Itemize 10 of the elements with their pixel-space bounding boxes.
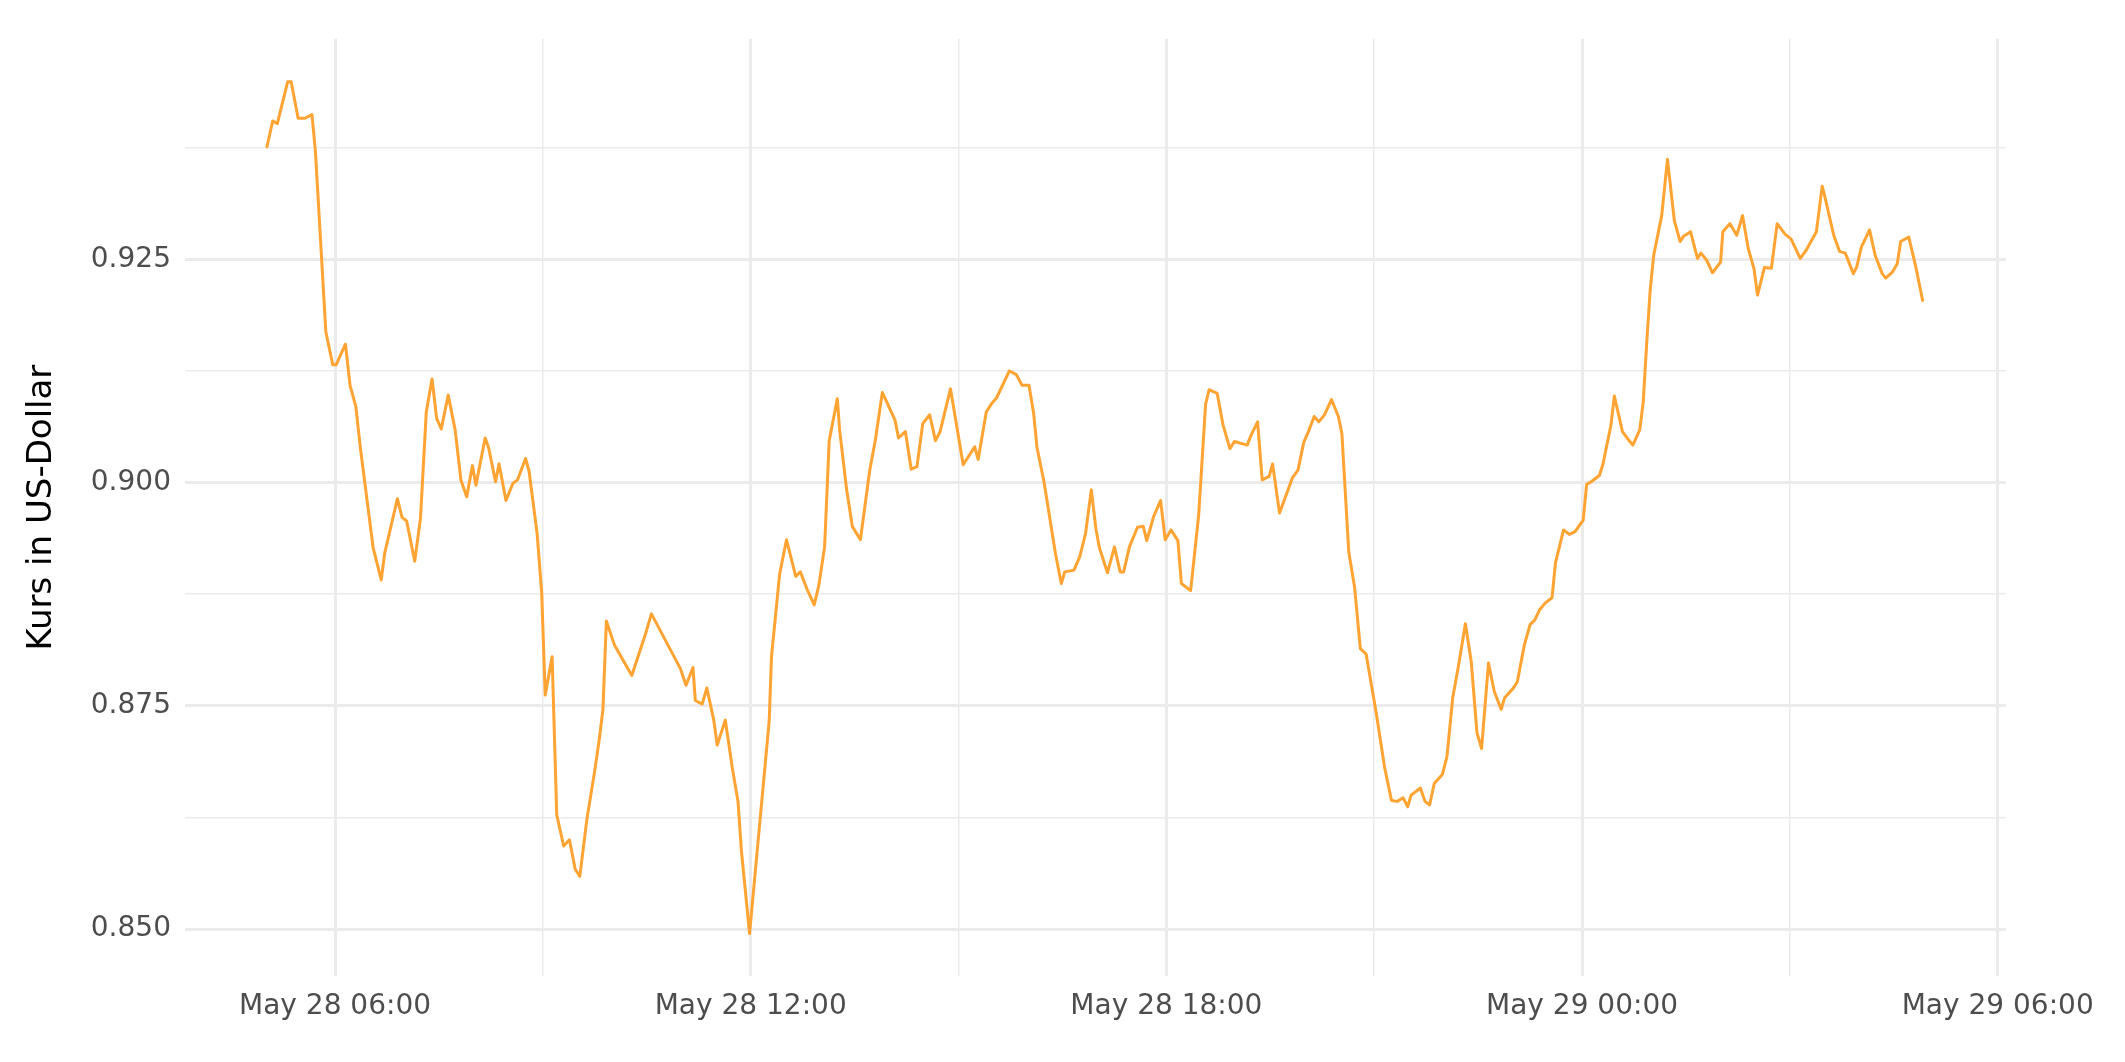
y-tick-label: 0.875 [90,687,171,721]
x-tick-label: May 29 00:00 [1486,988,1679,1022]
y-tick-label: 0.900 [90,463,171,497]
x-tick-label: May 28 18:00 [1070,988,1263,1022]
x-tick-label: May 29 06:00 [1901,988,2094,1022]
y-tick-label: 0.850 [90,910,171,944]
y-axis-title: Kurs in US-Dollar [19,364,60,651]
x-tick-label: May 28 06:00 [239,988,432,1022]
y-tick-label: 0.925 [90,240,171,274]
x-tick-label: May 28 12:00 [654,988,847,1022]
